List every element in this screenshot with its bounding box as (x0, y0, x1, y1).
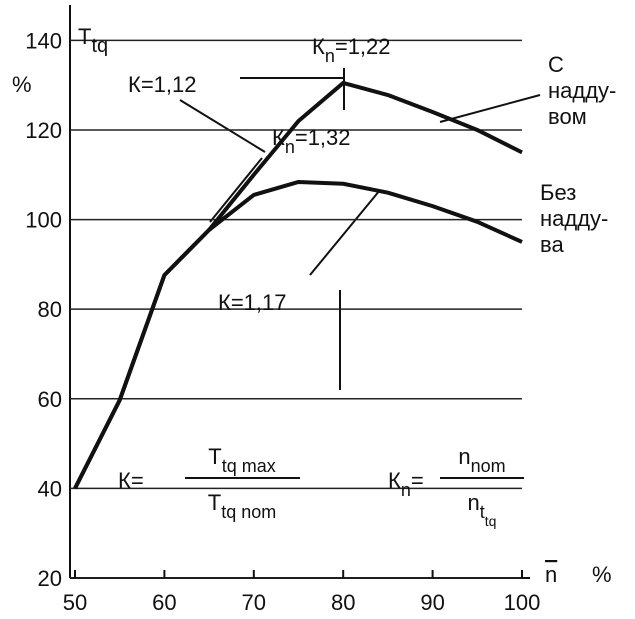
label-part: tq (91, 35, 108, 57)
label-part: tq (485, 513, 497, 529)
label-part: К (272, 125, 285, 150)
label-part: t (480, 502, 485, 522)
label-part: T (208, 444, 221, 469)
y-tick-label: 40 (38, 476, 62, 501)
leader-line (309, 189, 381, 276)
label-part: T (78, 24, 91, 49)
label-part: n (401, 480, 411, 500)
label: Кn=1,32 (272, 125, 351, 157)
series-label: С (548, 52, 564, 77)
label: Кn= (388, 468, 424, 500)
x-tick-label: 100 (504, 590, 541, 615)
label: К=1,17 (218, 290, 286, 315)
series-label: надду- (548, 78, 616, 103)
y-unit: % (12, 72, 32, 97)
label-part: К=1,12 (128, 72, 196, 97)
label: nttq (468, 490, 497, 529)
leader-line (209, 157, 263, 223)
label-part: n (545, 562, 557, 587)
label-part: К (312, 34, 325, 59)
label-part: n (468, 490, 480, 515)
label-part: nom (471, 456, 506, 476)
y-tick-label: 80 (38, 297, 62, 322)
y-tick-label: 120 (25, 118, 62, 143)
label: К=1,12 (128, 72, 196, 97)
label: Ttq max (208, 444, 275, 476)
label-part: =1,32 (295, 125, 351, 150)
label-part: n (325, 46, 335, 66)
label-part: К= (118, 468, 144, 493)
leader-line (439, 94, 541, 123)
label-part: n (458, 444, 470, 469)
y-tick-label: 100 (25, 208, 62, 233)
label: Ttq nom (208, 490, 276, 522)
series-label: надду- (540, 206, 608, 231)
leader-lines (179, 68, 541, 390)
x-tick-label: 60 (152, 590, 176, 615)
x-tick-label: 90 (420, 590, 444, 615)
series-line (73, 179, 523, 490)
x-tick-label: 70 (242, 590, 266, 615)
label-part: К (388, 468, 401, 493)
label-part: = (411, 468, 424, 493)
label-part: n (285, 137, 295, 157)
y-tick-label: 60 (38, 387, 62, 412)
series-label: ва (540, 232, 564, 257)
x-unit: % (592, 562, 612, 587)
label: Ttq (78, 24, 108, 57)
label-part: tq nom (221, 502, 276, 522)
series-label: Без (540, 180, 576, 205)
x-tick-label: 80 (331, 590, 355, 615)
y-tick-label: 140 (25, 28, 62, 53)
label-part: tq max (222, 456, 276, 476)
label: n (545, 562, 557, 587)
label: nnom (458, 444, 505, 476)
y-tick-label: 20 (38, 566, 62, 591)
label-part: К=1,17 (218, 290, 286, 315)
leader-line (179, 99, 266, 153)
label-part: =1,22 (335, 34, 391, 59)
label: К= (118, 468, 144, 493)
series-label: вом (548, 104, 587, 129)
x-tick-label: 50 (63, 590, 87, 615)
label-part: T (208, 490, 221, 515)
label: Кn=1,22 (312, 34, 391, 66)
